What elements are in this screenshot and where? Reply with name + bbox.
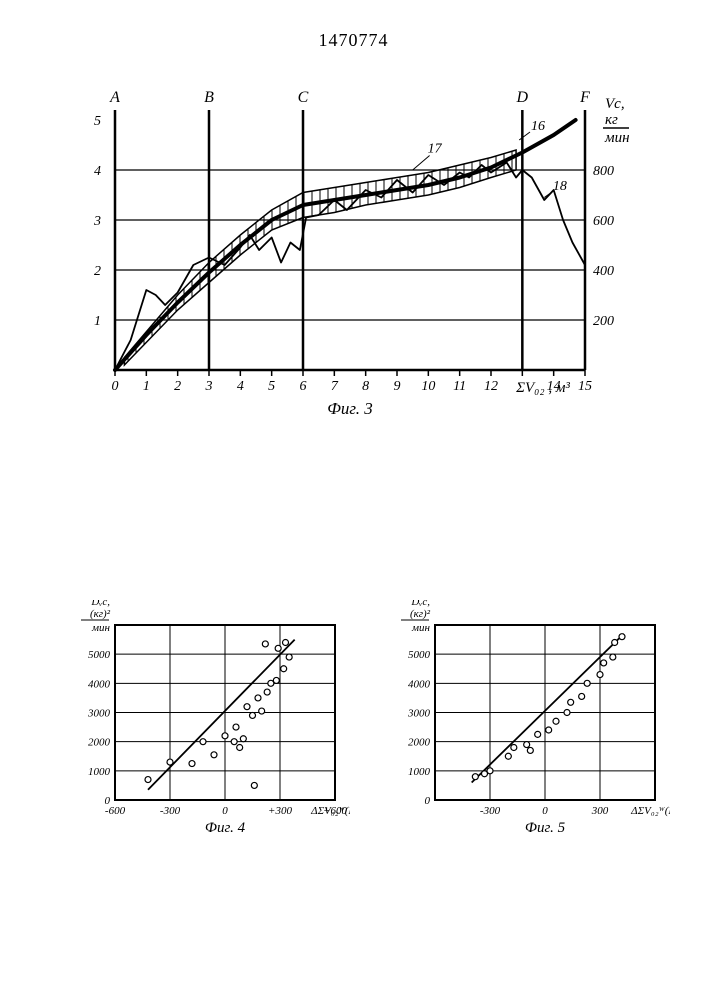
svg-text:-300: -300 <box>480 805 501 817</box>
svg-text:Vc,: Vc, <box>605 96 625 112</box>
svg-text:Фиг. 5: Фиг. 5 <box>525 820 566 836</box>
svg-text:0: 0 <box>112 379 119 394</box>
svg-text:B: B <box>204 89 214 106</box>
svg-text:300: 300 <box>591 805 609 817</box>
svg-text:12: 12 <box>484 379 498 394</box>
svg-text:1000: 1000 <box>88 766 111 778</box>
svg-text:0: 0 <box>222 805 228 817</box>
svg-text:3: 3 <box>205 379 213 394</box>
svg-text:5: 5 <box>94 114 101 129</box>
svg-text:Dᵥc,: Dᵥc, <box>90 600 110 608</box>
svg-text:4000: 4000 <box>88 678 111 690</box>
svg-text:ΣV₀₂ , м³: ΣV₀₂ , м³ <box>515 380 570 396</box>
svg-text:7: 7 <box>331 379 339 394</box>
svg-text:3000: 3000 <box>87 708 111 720</box>
svg-text:D: D <box>516 89 529 106</box>
svg-text:4: 4 <box>94 164 101 179</box>
svg-text:Dᵥc,: Dᵥc, <box>410 600 430 608</box>
svg-text:(кг)²: (кг)² <box>90 608 111 620</box>
svg-text:мин: мин <box>411 622 431 634</box>
page-number: 1470774 <box>0 30 707 51</box>
svg-text:F: F <box>579 89 590 106</box>
svg-text:5: 5 <box>268 379 275 394</box>
svg-text:8: 8 <box>362 379 369 394</box>
svg-text:2: 2 <box>174 379 181 394</box>
svg-text:1: 1 <box>143 379 150 394</box>
figure-4: -600-3000+300+600010002000300040005000Dᵥ… <box>60 600 350 890</box>
svg-text:Фиг. 4: Фиг. 4 <box>205 820 246 836</box>
svg-text:15: 15 <box>578 379 592 394</box>
svg-text:ΔΣV₀₂ᵂ(II), м³: ΔΣV₀₂ᵂ(II), м³ <box>630 805 670 817</box>
svg-text:9: 9 <box>394 379 401 394</box>
svg-text:-300: -300 <box>160 805 181 817</box>
svg-text:3: 3 <box>93 214 101 229</box>
svg-text:C: C <box>298 89 309 106</box>
svg-text:1000: 1000 <box>408 766 431 778</box>
svg-text:A: A <box>109 89 120 106</box>
figure-3: 0123456789101112141512345200400600800Vc,… <box>60 80 640 455</box>
svg-text:1: 1 <box>94 314 101 329</box>
svg-text:3000: 3000 <box>407 708 431 720</box>
svg-text:кг: кг <box>605 112 618 128</box>
svg-text:мин: мин <box>91 622 111 634</box>
svg-text:400: 400 <box>593 264 614 279</box>
svg-text:800: 800 <box>593 164 614 179</box>
svg-text:200: 200 <box>593 314 614 329</box>
svg-text:Фиг. 3: Фиг. 3 <box>327 399 373 418</box>
svg-text:11: 11 <box>453 379 466 394</box>
svg-text:17: 17 <box>428 142 443 157</box>
svg-text:0: 0 <box>105 795 111 807</box>
svg-text:ΔΣV₀₂ᵂ(I), м³: ΔΣV₀₂ᵂ(I), м³ <box>310 805 350 817</box>
svg-text:0: 0 <box>542 805 548 817</box>
figure-5: -3000300010002000300040005000Dᵥc,(кг)²ми… <box>380 600 670 890</box>
svg-text:10: 10 <box>421 379 435 394</box>
svg-text:0: 0 <box>425 795 431 807</box>
svg-text:600: 600 <box>593 214 614 229</box>
svg-text:4: 4 <box>237 379 244 394</box>
svg-text:18: 18 <box>553 179 567 194</box>
svg-text:16: 16 <box>531 119 545 134</box>
svg-text:2000: 2000 <box>88 737 111 749</box>
svg-text:(кг)²: (кг)² <box>410 608 431 620</box>
svg-text:2000: 2000 <box>408 737 431 749</box>
svg-text:2: 2 <box>94 264 101 279</box>
svg-text:6: 6 <box>300 379 307 394</box>
svg-text:мин: мин <box>604 130 630 146</box>
svg-text:5000: 5000 <box>88 649 111 661</box>
svg-text:5000: 5000 <box>408 649 431 661</box>
svg-text:+300: +300 <box>268 805 292 817</box>
svg-text:4000: 4000 <box>408 678 431 690</box>
